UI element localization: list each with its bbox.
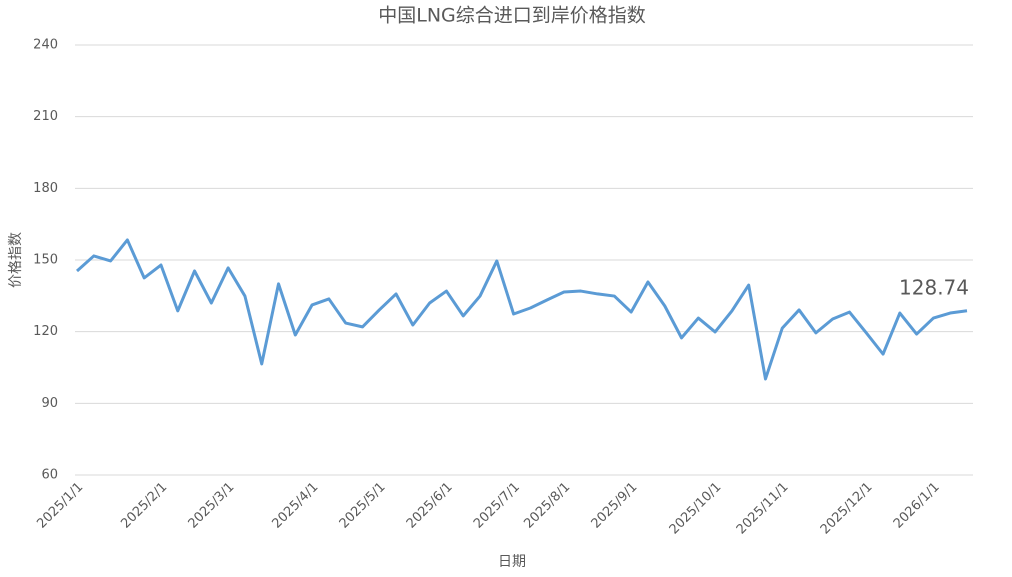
y-tick-label: 90 <box>41 396 58 411</box>
x-tick-label: 2025/12/1 <box>818 480 876 538</box>
y-tick-label: 60 <box>41 468 58 483</box>
data-label: 128.74 <box>899 275 969 299</box>
x-tick-label: 2025/9/1 <box>589 480 641 532</box>
x-tick-label: 2025/7/1 <box>471 480 523 532</box>
x-tick-label: 2025/1/1 <box>34 480 86 532</box>
x-tick-label: 2025/10/1 <box>667 480 725 538</box>
x-tick-label: 2025/8/1 <box>521 480 573 532</box>
line <box>75 238 968 381</box>
x-tick-label: 2025/6/1 <box>404 480 456 532</box>
x-tick-label: 2025/4/1 <box>270 480 322 532</box>
x-tick-label: 2025/11/1 <box>734 480 792 538</box>
y-tick-label: 150 <box>33 253 58 268</box>
y-tick-label: 180 <box>33 181 58 196</box>
y-tick-label: 120 <box>33 324 58 339</box>
x-tick-label: 2025/3/1 <box>186 480 238 532</box>
x-axis-label: 日期 <box>498 554 526 570</box>
x-tick-label: 2026/1/1 <box>891 480 943 532</box>
chart-title: 中国LNG综合进口到岸价格指数 <box>378 5 646 27</box>
x-tick-label: 2025/2/1 <box>118 480 170 532</box>
y-tick-label: 240 <box>33 38 58 53</box>
y-axis-label: 价格指数 <box>8 232 24 288</box>
x-tick-label: 2025/5/1 <box>337 480 389 532</box>
y-tick-label: 210 <box>33 109 58 124</box>
